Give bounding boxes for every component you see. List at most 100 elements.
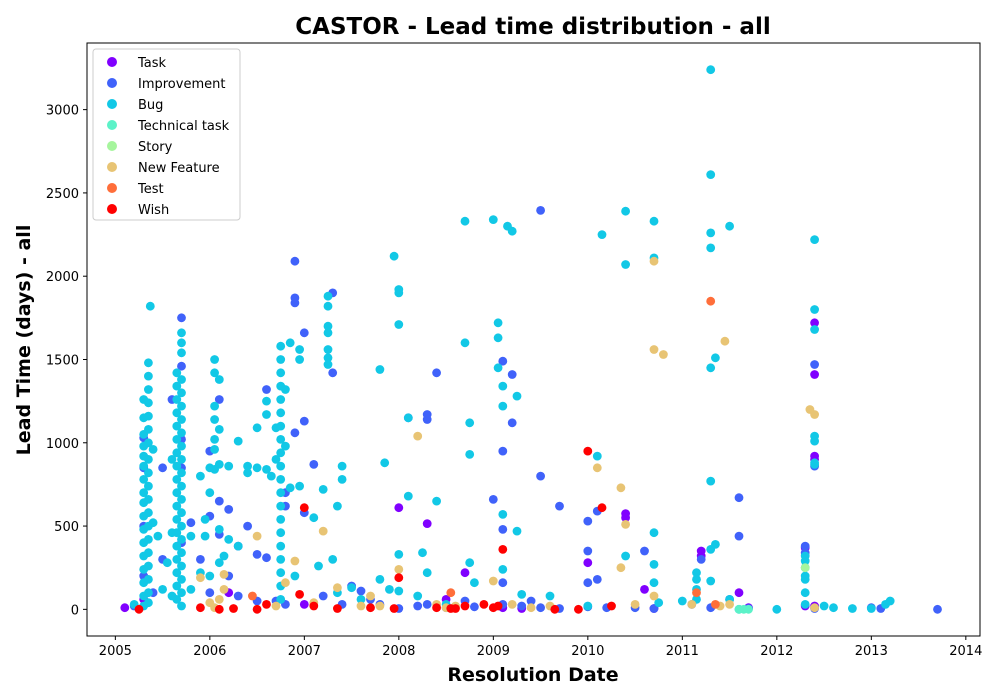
data-point [144,481,153,491]
data-point [248,591,257,601]
y-tick-label: 0 [71,603,79,618]
data-point [734,531,744,541]
data-point [583,601,593,611]
data-point [172,515,182,524]
data-point [276,488,286,498]
data-point [148,518,158,528]
data-point [621,206,630,216]
data-point [432,368,441,378]
data-point [196,555,205,564]
data-point [465,450,475,459]
data-point [356,595,366,604]
data-point [210,435,220,444]
data-point [422,415,432,424]
data-point [224,535,234,544]
data-point [309,460,319,469]
data-point [276,515,286,524]
data-point [172,461,182,471]
data-point [810,410,819,419]
data-point [810,305,819,314]
data-point [243,521,253,531]
legend-marker [107,162,117,172]
legend-label: Wish [138,203,169,218]
data-point [252,423,262,433]
data-point [526,596,536,606]
data-point [177,401,186,411]
data-point [479,600,489,609]
data-point [285,483,295,493]
data-point [120,603,130,613]
data-point [375,575,385,584]
series-6 [248,296,720,609]
data-point [318,526,328,536]
data-point [144,425,153,434]
data-point [262,553,271,563]
data-point [706,296,716,306]
data-point [177,348,186,358]
data-point [460,568,470,578]
data-point [323,345,333,354]
data-point [276,501,286,511]
data-point [295,345,304,354]
data-point [158,585,168,594]
data-point [177,388,186,398]
data-point [810,360,819,369]
data-point [512,526,522,536]
data-point [488,495,498,504]
data-point [333,501,342,511]
data-point [800,588,810,598]
data-point [810,370,819,379]
data-point [172,501,182,511]
legend-box [92,48,241,221]
data-point [276,395,286,404]
series-3 [734,604,753,614]
data-point [172,581,182,591]
data-point [810,235,819,245]
x-tick-label: 2005 [99,644,132,659]
axes-layer: 2005 2006 2007 2008 2009 2010 2011 2012 2013 2014… [46,104,982,659]
y-tick-label: 2000 [46,270,79,285]
data-point [276,435,286,444]
data-point [262,465,271,474]
data-point [692,575,701,584]
data-point [262,410,271,419]
data-point [144,385,153,394]
data-point [323,360,333,369]
legend: Task Improvement Bug Technical task Story New… [92,48,241,221]
data-point [654,598,664,608]
data-point [507,600,517,609]
series-7 [134,446,616,614]
data-point [498,578,508,588]
data-point [210,368,220,378]
data-point [290,571,300,581]
data-point [536,471,545,481]
data-point [583,516,593,526]
data-point [597,230,607,240]
data-point [460,338,470,348]
data-point [262,385,271,394]
data-point [583,446,593,456]
data-point [550,604,560,614]
data-point [318,485,328,494]
data-point [177,575,186,584]
data-point [210,445,220,454]
data-point [640,546,649,556]
data-point [706,65,716,75]
data-point [285,338,295,348]
data-point [649,578,659,588]
data-point [210,355,220,364]
data-point [323,301,333,311]
data-point [144,438,153,448]
data-point [649,256,659,266]
legend-marker [107,141,117,151]
data-point [498,381,508,391]
series-5 [196,256,819,613]
data-point [347,583,356,593]
data-point [394,573,404,583]
data-point [706,576,716,586]
data-point [281,578,290,588]
data-point [649,591,659,601]
data-point [276,568,286,578]
data-point [711,353,720,363]
data-point [177,428,186,438]
